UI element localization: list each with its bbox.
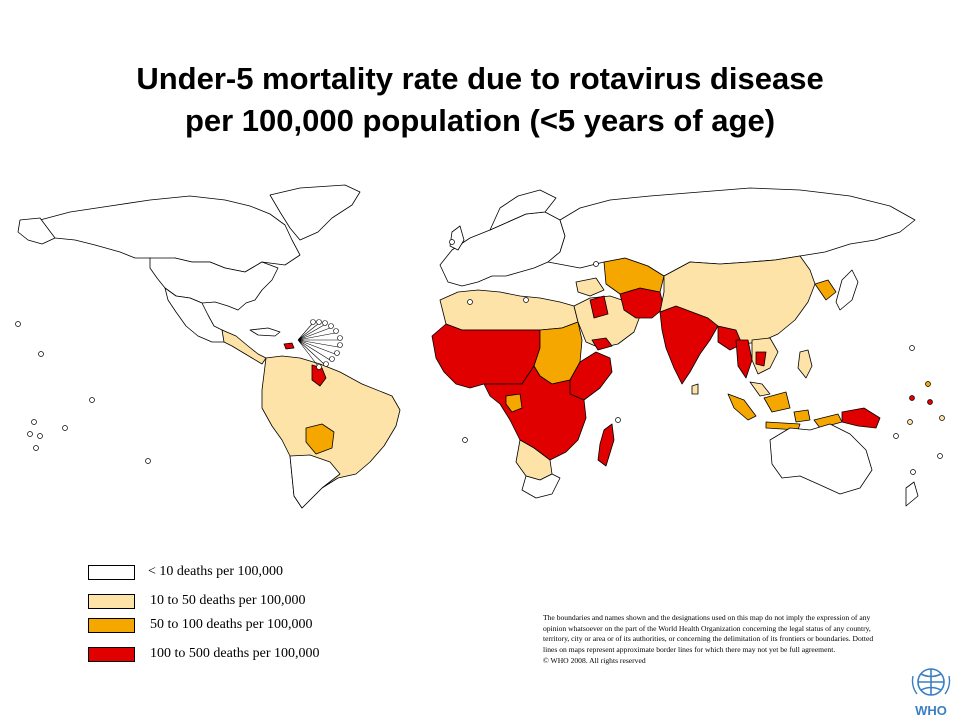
region-myanmar <box>735 339 753 379</box>
island-marker <box>323 361 329 367</box>
region-iraq <box>589 295 609 319</box>
island-marker <box>462 437 468 443</box>
legend-label-4: 100 to 500 deaths per 100,000 <box>150 646 320 661</box>
island-marker <box>322 320 328 326</box>
island-marker <box>316 364 322 370</box>
region-philippines <box>797 349 813 379</box>
region-alaska <box>17 217 56 245</box>
island-marker <box>15 321 21 327</box>
island-marker <box>337 342 343 348</box>
region-haiti <box>283 342 295 350</box>
legend-label-2: 10 to 50 deaths per 100,000 <box>150 593 306 608</box>
region-south-africa <box>521 473 561 499</box>
island-marker <box>38 351 44 357</box>
legend-swatch-4 <box>88 647 135 662</box>
copyright-text: © WHO 2008. All rights reserved <box>543 655 646 665</box>
region-caucasus <box>575 277 605 297</box>
island-marker <box>593 261 599 267</box>
region-australia <box>769 423 873 495</box>
who-logo: WHO <box>911 668 951 718</box>
region-west-africa <box>431 323 541 389</box>
island-marker <box>337 335 343 341</box>
legend-swatch-1 <box>88 565 135 580</box>
region-japan <box>835 269 859 311</box>
region-malaysia <box>749 381 771 397</box>
island-marker <box>89 397 95 403</box>
region-russia <box>547 187 916 277</box>
region-north-korea-area <box>814 279 837 301</box>
island-marker <box>334 350 340 356</box>
region-bolivia <box>305 423 335 455</box>
world-map <box>15 184 945 509</box>
island-marker <box>909 345 915 351</box>
region-sri-lanka <box>691 383 699 395</box>
region-indonesia <box>727 391 811 431</box>
region-central-america <box>221 329 267 365</box>
island-marker <box>329 356 335 362</box>
island-marker <box>333 328 339 334</box>
island-marker <box>467 299 473 305</box>
island-marker <box>316 319 322 325</box>
region-madagascar <box>597 423 615 467</box>
island-marker <box>927 399 933 405</box>
island-marker <box>37 433 43 439</box>
map-title: Under-5 mortality rate due to rotavirus … <box>0 58 960 142</box>
island-marker <box>310 319 316 325</box>
legend-swatch-3 <box>88 618 135 633</box>
disclaimer: The boundaries and names shown and the d… <box>543 613 883 667</box>
island-marker <box>907 419 913 425</box>
title-line-1: Under-5 mortality rate due to rotavirus … <box>136 61 824 96</box>
caribbean-callout <box>297 323 339 367</box>
region-north-africa <box>439 289 579 331</box>
island-marker <box>615 417 621 423</box>
island-marker <box>62 425 68 431</box>
island-marker <box>328 323 334 329</box>
island-marker <box>145 458 151 464</box>
island-marker <box>939 415 945 421</box>
region-china <box>659 255 816 345</box>
region-central-africa <box>483 365 587 461</box>
legend-label-1: < 10 deaths per 100,000 <box>148 564 284 579</box>
disclaimer-text: The boundaries and names shown and the d… <box>543 613 874 655</box>
legend-label-3: 50 to 100 deaths per 100,000 <box>150 617 313 632</box>
island-marker <box>27 431 33 437</box>
region-scandinavia <box>489 189 557 231</box>
island-marker <box>449 239 455 245</box>
region-papua-new-guinea <box>841 407 881 429</box>
title-line-2: per 100,000 population (<5 years of age) <box>184 103 776 138</box>
region-new-zealand <box>905 481 919 507</box>
island-marker <box>909 395 915 401</box>
region-yemen <box>591 337 613 351</box>
region-caribbean <box>249 327 281 337</box>
region-greenland <box>269 184 361 241</box>
island-marker <box>523 297 529 303</box>
island-marker <box>937 453 943 459</box>
island-marker <box>925 381 931 387</box>
island-marker <box>31 419 37 425</box>
who-logo-text: WHO <box>915 703 947 718</box>
region-angola <box>505 393 523 413</box>
island-marker <box>910 469 916 475</box>
island-marker <box>893 433 899 439</box>
legend-swatch-2 <box>88 594 135 609</box>
region-southern-cone <box>289 454 341 509</box>
island-marker <box>33 445 39 451</box>
region-timor <box>813 413 843 429</box>
region-laos-cambodia <box>755 351 767 367</box>
